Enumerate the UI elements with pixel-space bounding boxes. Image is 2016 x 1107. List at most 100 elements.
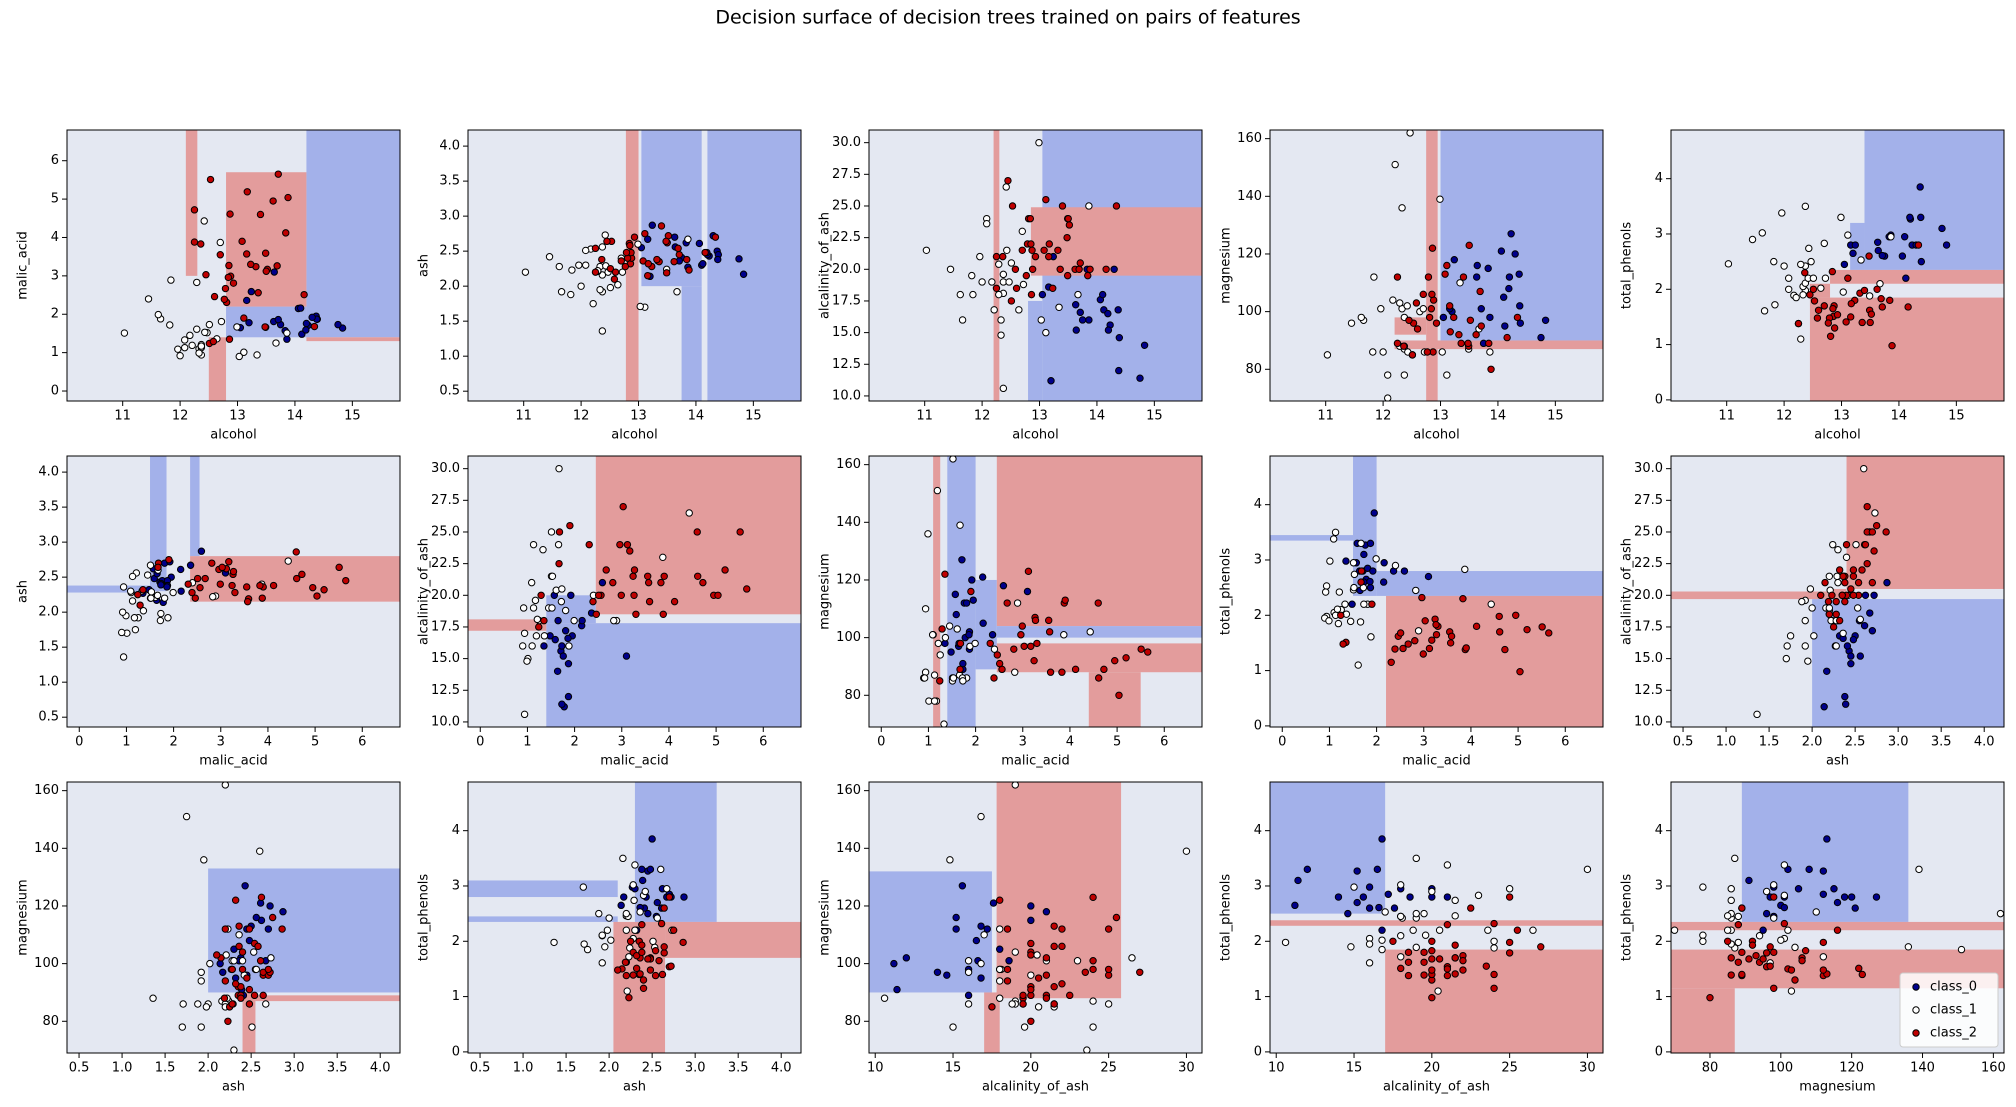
decision-region bbox=[242, 992, 256, 1053]
data-point bbox=[228, 1000, 236, 1008]
y-tick-label: 3 bbox=[1655, 226, 1663, 241]
data-point bbox=[625, 993, 633, 1002]
data-point bbox=[928, 631, 937, 639]
x-axis-label: alcalinity_of_ash bbox=[1383, 1080, 1490, 1095]
data-point bbox=[180, 336, 189, 344]
data-point bbox=[1887, 233, 1895, 241]
data-point bbox=[1425, 313, 1434, 322]
decision-region bbox=[306, 130, 400, 338]
y-tick-label: 1.5 bbox=[38, 640, 59, 655]
data-point bbox=[1072, 326, 1080, 334]
y-tick-label: 27.5 bbox=[431, 493, 460, 508]
data-point bbox=[1819, 966, 1828, 974]
data-point bbox=[956, 290, 964, 299]
data-point bbox=[206, 959, 214, 968]
data-point bbox=[1027, 642, 1035, 650]
data-point bbox=[1447, 632, 1456, 640]
x-tick-label: 80 bbox=[1702, 1061, 1719, 1076]
data-point bbox=[952, 913, 960, 922]
x-tick-label: 3 bbox=[1420, 735, 1428, 750]
data-point bbox=[231, 980, 240, 988]
decision-region bbox=[1426, 130, 1438, 401]
data-point bbox=[946, 856, 954, 864]
data-point bbox=[1482, 962, 1490, 970]
data-point bbox=[992, 284, 1001, 292]
data-point bbox=[1847, 585, 1855, 593]
data-point bbox=[1404, 958, 1413, 966]
x-tick-label: 4.0 bbox=[370, 1061, 391, 1076]
decision-region bbox=[1809, 297, 2004, 401]
data-point bbox=[1094, 599, 1102, 607]
data-point bbox=[196, 583, 204, 592]
data-point bbox=[1851, 241, 1859, 249]
data-point bbox=[274, 315, 282, 324]
data-point bbox=[644, 572, 652, 581]
data-point bbox=[988, 1003, 996, 1011]
data-point bbox=[684, 235, 692, 243]
data-point bbox=[968, 271, 976, 280]
data-point bbox=[1443, 920, 1452, 929]
data-point bbox=[564, 634, 572, 643]
data-point bbox=[1019, 280, 1028, 289]
data-point bbox=[539, 546, 547, 554]
data-point bbox=[1007, 297, 1016, 305]
y-tick-label: 100 bbox=[1237, 304, 1262, 319]
data-point bbox=[592, 610, 600, 618]
data-point bbox=[1839, 629, 1847, 637]
data-point bbox=[1038, 290, 1047, 299]
data-point bbox=[995, 290, 1003, 299]
data-point bbox=[660, 949, 668, 957]
data-point bbox=[273, 262, 281, 270]
data-point bbox=[561, 606, 570, 615]
data-point bbox=[1450, 256, 1458, 264]
y-tick-label: 30.0 bbox=[1634, 461, 1663, 476]
data-point bbox=[621, 958, 630, 966]
data-point bbox=[1420, 948, 1428, 957]
data-point bbox=[634, 240, 642, 248]
data-point bbox=[1856, 615, 1865, 624]
data-point bbox=[128, 572, 137, 581]
data-point bbox=[1835, 616, 1844, 625]
data-point bbox=[1085, 316, 1093, 324]
decision-region bbox=[468, 880, 618, 898]
data-point bbox=[1380, 559, 1388, 567]
data-point bbox=[1824, 319, 1833, 327]
data-point bbox=[638, 941, 646, 949]
x-tick-label: 5 bbox=[1113, 735, 1121, 750]
x-tick-label: 0 bbox=[75, 735, 83, 750]
data-point bbox=[983, 925, 991, 933]
data-point bbox=[245, 1000, 254, 1008]
y-axis-label: magnesium bbox=[818, 879, 833, 955]
x-tick-label: 15 bbox=[945, 1061, 962, 1076]
data-point bbox=[1839, 288, 1847, 296]
data-point bbox=[1329, 535, 1338, 543]
data-point bbox=[617, 591, 625, 599]
data-point bbox=[1412, 943, 1420, 952]
data-point bbox=[1432, 319, 1441, 327]
data-point bbox=[607, 936, 615, 944]
data-point bbox=[1833, 311, 1842, 319]
data-point bbox=[1786, 632, 1795, 640]
data-point bbox=[1771, 301, 1779, 309]
data-point bbox=[1378, 936, 1386, 944]
data-point bbox=[623, 540, 632, 549]
data-point bbox=[1414, 627, 1423, 635]
data-point bbox=[267, 954, 275, 962]
y-tick-label: 30.0 bbox=[431, 461, 460, 476]
data-point bbox=[1871, 509, 1879, 517]
data-point bbox=[283, 329, 291, 337]
data-point bbox=[1049, 284, 1057, 292]
x-tick-label: 1 bbox=[924, 735, 932, 750]
panel bbox=[67, 130, 400, 401]
axes-frame bbox=[66, 455, 401, 728]
y-tick-label: 0.5 bbox=[38, 710, 59, 725]
data-point bbox=[958, 882, 967, 890]
data-point bbox=[594, 591, 603, 599]
decision-region bbox=[984, 992, 1000, 1053]
data-point bbox=[638, 920, 646, 929]
data-point bbox=[1384, 890, 1392, 898]
data-point bbox=[1366, 539, 1375, 548]
data-point bbox=[653, 255, 661, 264]
data-point bbox=[1820, 239, 1828, 248]
decision-region bbox=[226, 306, 307, 338]
